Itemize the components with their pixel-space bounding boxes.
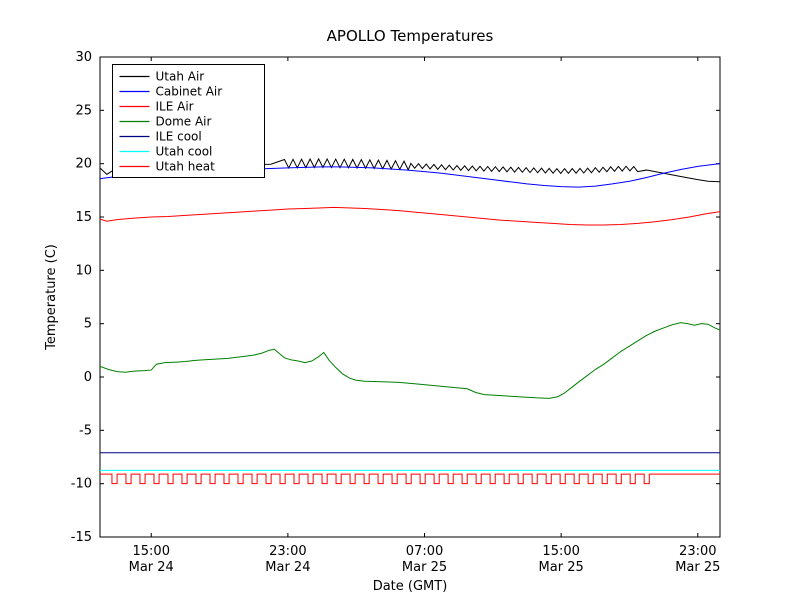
x-tick-time: 15:00 [133,544,170,559]
x-tick-time: 15:00 [542,544,579,559]
y-axis-label: Temperature (C) [44,244,59,351]
y-tick-label: 20 [75,157,92,172]
y-tick-label: 30 [75,50,92,65]
x-tick-date: Mar 25 [539,560,584,575]
series-line-utah-air [100,157,720,183]
series-line-dome-air [100,322,720,399]
legend-label-utah-cool: Utah cool [156,145,213,159]
legend-label-ile-cool: ILE cool [156,130,202,144]
x-tick-time: 23:00 [269,544,306,559]
y-tick-label: -5 [79,423,92,438]
series-line-utah-heat [100,473,720,485]
legend-label-cabinet-air: Cabinet Air [156,85,223,99]
x-axis-label: Date (GMT) [373,579,448,594]
legend-label-ile-air: ILE Air [156,100,194,114]
legend-label-utah-air: Utah Air [156,70,205,84]
y-tick-label: -15 [71,530,92,545]
series-lines [100,157,720,485]
chart-title: APOLLO Temperatures [327,27,494,45]
axes-frame [99,56,721,538]
x-tick-date: Mar 25 [675,560,720,575]
x-tick-time: 23:00 [679,544,716,559]
legend-label-utah-heat: Utah heat [156,160,216,174]
y-tick-label: 25 [75,103,92,118]
y-tick-label: 15 [75,210,92,225]
series-line-ile-air [100,206,720,226]
y-tick-label: -10 [71,477,92,492]
x-tick-time: 07:00 [406,544,443,559]
y-tick-label: 0 [84,370,92,385]
legend-label-dome-air: Dome Air [156,115,212,129]
y-tick-label: 10 [75,263,92,278]
x-tick-date: Mar 24 [265,560,310,575]
x-tick-date: Mar 25 [402,560,447,575]
y-tick-label: 5 [84,317,92,332]
x-tick-date: Mar 24 [129,560,174,575]
